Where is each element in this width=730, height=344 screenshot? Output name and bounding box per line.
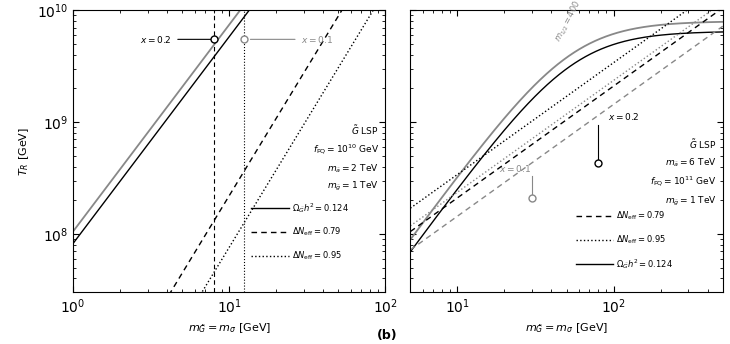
Text: $\Delta N_{\rm eff} = 0.79$: $\Delta N_{\rm eff} = 0.79$	[617, 210, 666, 223]
Text: $\tilde{G}$ LSP
$m_{\tilde{a}} = 6$ TeV
$f_{\rm PQ} = 10^{11}$ GeV
$m_{\tilde{g}: $\tilde{G}$ LSP $m_{\tilde{a}} = 6$ TeV …	[650, 137, 716, 207]
Text: (b): (b)	[377, 329, 398, 342]
Y-axis label: $T_R$ [GeV]: $T_R$ [GeV]	[18, 127, 31, 176]
Text: $x = 0.1$: $x = 0.1$	[499, 163, 531, 174]
Text: $x = 0.2$: $x = 0.2$	[140, 34, 172, 45]
Text: $x = 0.1$: $x = 0.1$	[301, 34, 333, 45]
X-axis label: $m_{\tilde{G}} = m_{\sigma}$ [GeV]: $m_{\tilde{G}} = m_{\sigma}$ [GeV]	[525, 321, 608, 335]
X-axis label: $m_{\tilde{G}} = m_{\sigma}$ [GeV]: $m_{\tilde{G}} = m_{\sigma}$ [GeV]	[188, 321, 271, 335]
Text: $\tilde{G}$ LSP
$f_{\rm PQ} = 10^{10}$ GeV
$m_{\tilde{a}} = 2$ TeV
$m_{\tilde{g}: $\tilde{G}$ LSP $f_{\rm PQ} = 10^{10}$ G…	[312, 123, 379, 193]
Text: $\Omega_{\tilde{G}} h^2 = 0.124$: $\Omega_{\tilde{G}} h^2 = 0.124$	[617, 257, 674, 271]
Text: $x = 0.2$: $x = 0.2$	[608, 111, 639, 122]
Text: $\Delta N_{\rm eff} = 0.79$: $\Delta N_{\rm eff} = 0.79$	[292, 226, 341, 238]
Text: $\Delta N_{\rm eff} = 0.95$: $\Delta N_{\rm eff} = 0.95$	[292, 249, 342, 262]
Text: $m_{1/2} = 400$ GeV: $m_{1/2} = 400$ GeV	[552, 0, 594, 44]
Text: $\Delta N_{\rm eff} = 0.95$: $\Delta N_{\rm eff} = 0.95$	[617, 234, 666, 246]
Text: $\Omega_{\tilde{G}} h^2 = 0.124$: $\Omega_{\tilde{G}} h^2 = 0.124$	[292, 201, 349, 215]
